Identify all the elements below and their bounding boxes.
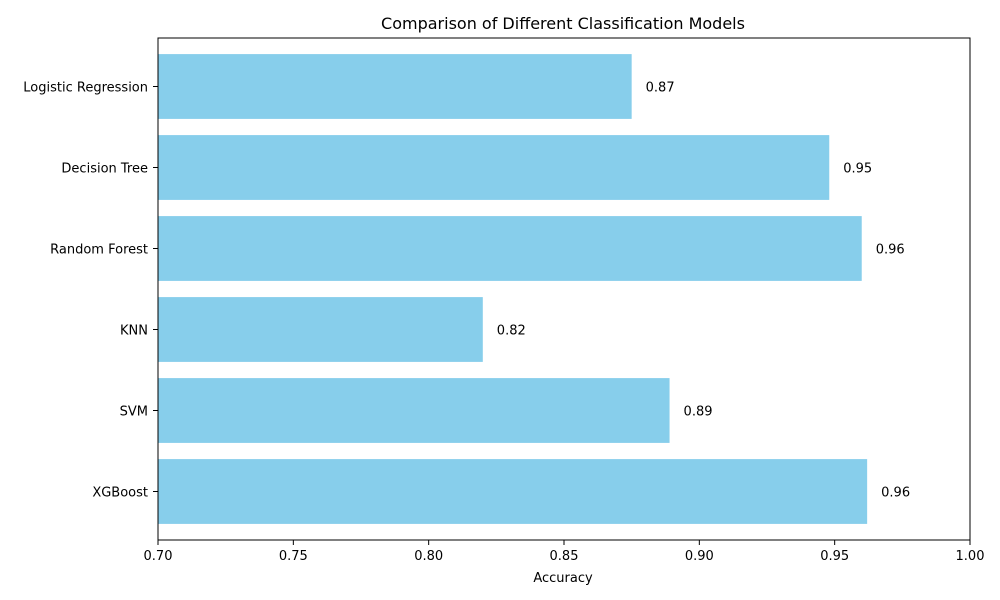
bar-random-forest [158, 216, 862, 281]
data-label: 0.96 [876, 243, 905, 258]
x-axis-label: Accuracy [533, 571, 593, 586]
bar-decision-tree [158, 135, 830, 200]
bar-logistic-regression [158, 54, 632, 119]
bars-group: 0.87 0.95 0.96 0.82 0.89 0.96 [158, 54, 910, 524]
x-tick-label: 0.80 [414, 549, 443, 564]
y-tick-label: Random Forest [50, 243, 148, 258]
x-tick-label: 0.70 [144, 549, 173, 564]
bar-svm [158, 378, 670, 443]
data-label: 0.87 [646, 81, 675, 96]
x-tick-label: 0.95 [820, 549, 849, 564]
x-tick-label: 0.90 [685, 549, 714, 564]
data-label: 0.95 [843, 162, 872, 177]
y-tick-label: XGBoost [92, 486, 148, 501]
data-label: 0.89 [684, 405, 713, 420]
y-tick-label: SVM [120, 405, 148, 420]
y-axis: Logistic Regression Decision Tree Random F… [23, 81, 158, 501]
x-axis: 0.70 0.75 0.80 0.85 0.90 0.95 1.00 [144, 540, 985, 564]
y-tick-label: KNN [120, 324, 148, 339]
y-tick-label: Decision Tree [61, 162, 148, 177]
x-tick-label: 0.85 [550, 549, 579, 564]
data-label: 0.96 [881, 486, 910, 501]
x-tick-label: 0.75 [279, 549, 308, 564]
bar-knn [158, 297, 483, 362]
x-tick-label: 1.00 [956, 549, 985, 564]
bar-xgboost [158, 459, 868, 524]
data-label: 0.82 [497, 324, 526, 339]
chart-title: Comparison of Different Classification M… [381, 14, 745, 33]
y-tick-label: Logistic Regression [23, 81, 148, 96]
